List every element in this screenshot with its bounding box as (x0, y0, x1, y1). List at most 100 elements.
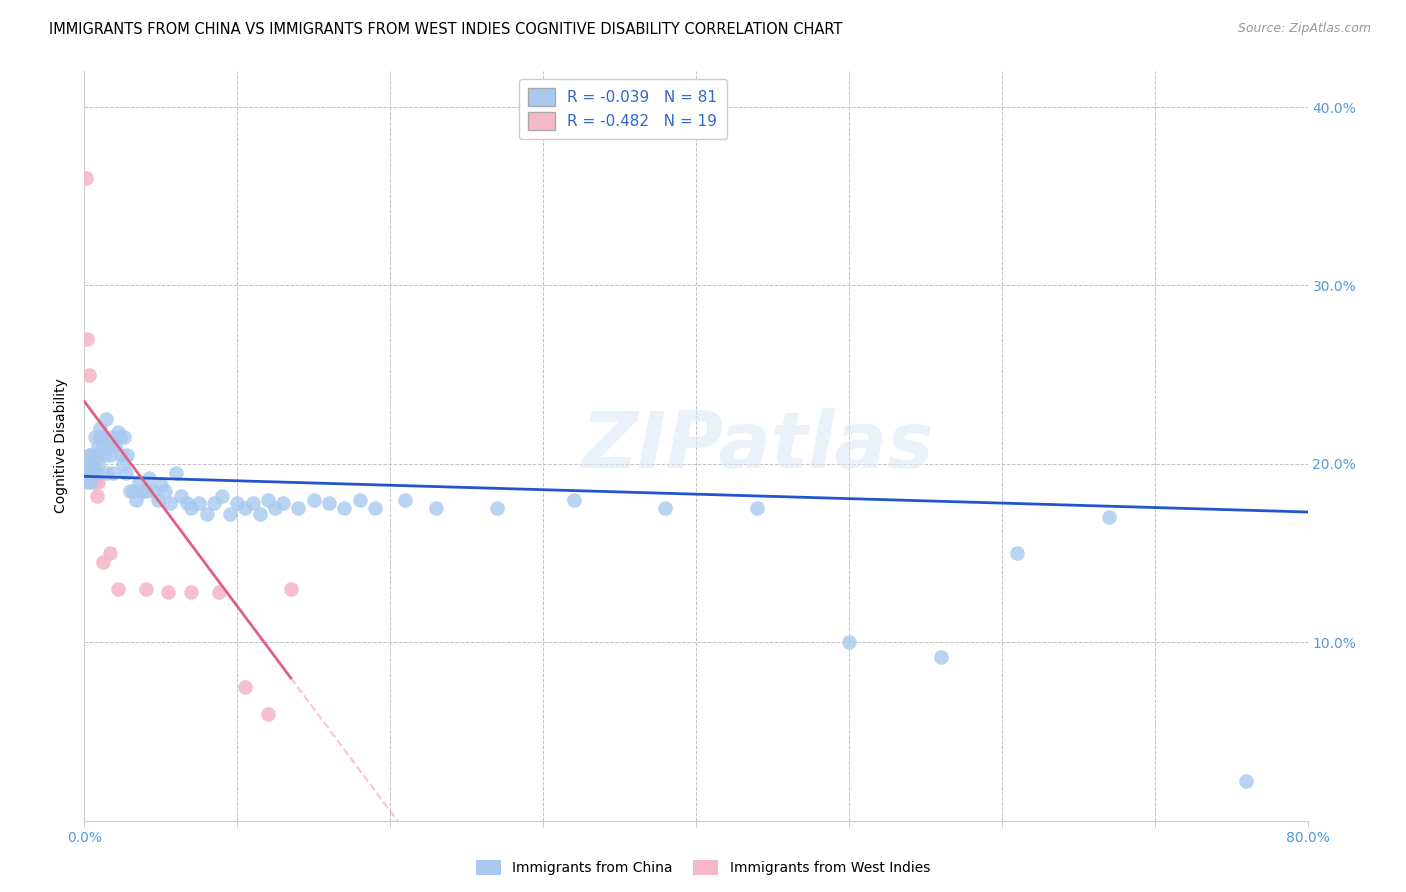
Point (94, 412, 117, 426)
Point (97, 439, 120, 453)
Point (257, 492, 280, 507)
Point (318, 496, 340, 510)
Point (112, 430, 135, 444)
Point (176, 496, 198, 510)
Point (125, 492, 148, 507)
Point (135, 483, 157, 498)
Point (84, 475, 107, 489)
Point (188, 496, 211, 510)
Point (226, 496, 249, 510)
Point (394, 492, 416, 507)
Point (128, 475, 150, 489)
Point (131, 483, 153, 498)
Point (107, 582, 129, 596)
Point (75, 466, 97, 480)
Point (264, 501, 287, 516)
Point (208, 585, 231, 599)
Point (89, 430, 111, 444)
Point (110, 448, 132, 462)
Point (86, 466, 108, 480)
Point (838, 635, 860, 649)
Point (149, 478, 172, 492)
Legend: Immigrants from China, Immigrants from West Indies: Immigrants from China, Immigrants from W… (471, 855, 935, 880)
Point (142, 483, 165, 498)
Point (83, 466, 105, 480)
Point (138, 471, 160, 485)
Point (202, 496, 225, 510)
Point (80, 457, 103, 471)
Point (80, 466, 103, 480)
Point (84, 466, 107, 480)
Point (159, 496, 181, 510)
Point (80, 466, 103, 480)
Point (146, 492, 169, 507)
Point (271, 496, 294, 510)
Point (747, 501, 769, 516)
Point (155, 483, 177, 498)
Text: IMMIGRANTS FROM CHINA VS IMMIGRANTS FROM WEST INDIES COGNITIVE DISABILITY CORREL: IMMIGRANTS FROM CHINA VS IMMIGRANTS FROM… (49, 22, 842, 37)
Point (103, 466, 125, 480)
Point (349, 492, 371, 507)
Point (287, 501, 309, 516)
Point (425, 501, 447, 516)
Point (93, 448, 115, 462)
Legend: R = -0.039   N = 81, R = -0.482   N = 19: R = -0.039 N = 81, R = -0.482 N = 19 (519, 79, 727, 139)
Point (218, 507, 240, 521)
Point (75, 171, 97, 186)
Point (257, 706, 280, 721)
Point (562, 492, 585, 507)
Point (87, 439, 110, 453)
Point (364, 501, 387, 516)
Point (302, 492, 325, 507)
Point (84, 430, 107, 444)
Point (104, 439, 127, 453)
Text: Source: ZipAtlas.com: Source: ZipAtlas.com (1237, 22, 1371, 36)
Point (114, 466, 136, 480)
Point (115, 448, 138, 462)
Point (122, 483, 145, 498)
Point (135, 582, 157, 596)
Point (98, 448, 121, 462)
Point (333, 501, 356, 516)
Point (77, 448, 100, 462)
Point (157, 585, 180, 599)
Point (76, 332, 98, 346)
Point (165, 466, 187, 480)
Point (86, 448, 108, 462)
Point (1098, 510, 1121, 524)
Point (486, 501, 509, 516)
Point (86, 489, 108, 503)
Point (87, 457, 110, 471)
Point (654, 501, 676, 516)
Point (83, 448, 105, 462)
Point (249, 507, 271, 521)
Point (79, 448, 101, 462)
Point (90, 430, 112, 444)
Point (91, 555, 114, 569)
Point (91, 439, 114, 453)
Point (77, 466, 100, 480)
Point (79, 475, 101, 489)
Point (107, 425, 129, 439)
Point (120, 483, 142, 498)
Point (242, 496, 264, 510)
Point (180, 501, 202, 516)
Point (83, 457, 105, 471)
Point (233, 680, 256, 694)
Point (89, 421, 111, 435)
Point (87, 475, 110, 489)
Point (233, 501, 256, 516)
Point (77, 368, 100, 382)
Point (1005, 546, 1028, 560)
Point (111, 457, 134, 471)
Point (98, 546, 121, 560)
Y-axis label: Cognitive Disability: Cognitive Disability (55, 378, 69, 514)
Point (79, 466, 101, 480)
Point (929, 649, 952, 664)
Point (170, 489, 193, 503)
Point (108, 430, 131, 444)
Point (101, 430, 124, 444)
Point (280, 582, 302, 596)
Point (180, 585, 202, 599)
Point (211, 489, 233, 503)
